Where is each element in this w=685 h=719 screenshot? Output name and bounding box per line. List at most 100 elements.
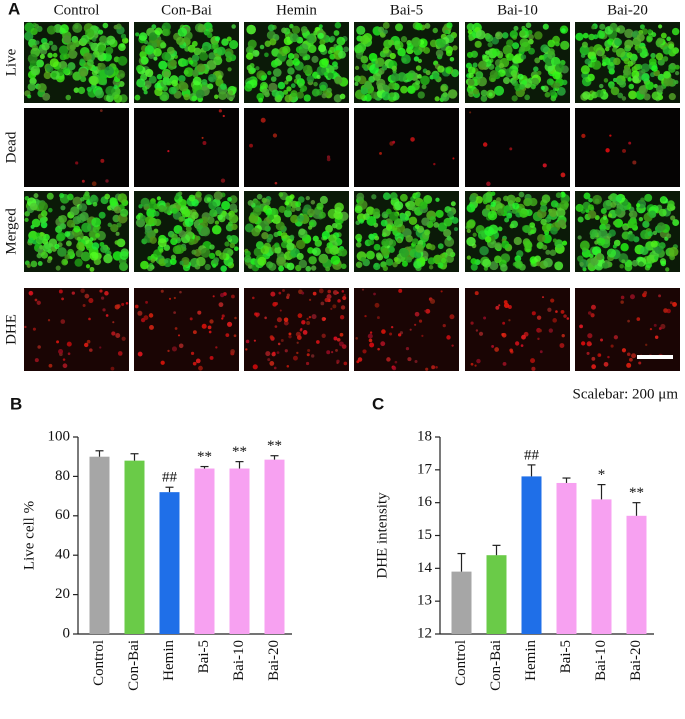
cell [466, 228, 471, 233]
cell [154, 87, 163, 97]
cell [478, 331, 484, 336]
cell [517, 73, 524, 80]
y-axis-title: DHE intensity [374, 492, 390, 579]
cell [251, 227, 261, 237]
cell [105, 179, 109, 183]
cell [374, 302, 380, 308]
cell [407, 357, 412, 362]
cell [466, 23, 475, 31]
cell [330, 255, 341, 265]
cell [64, 231, 71, 237]
cell [492, 48, 500, 57]
cell [506, 194, 516, 204]
cell [530, 83, 536, 90]
cell [663, 70, 671, 79]
cell [393, 257, 399, 262]
cell [117, 193, 128, 203]
cell [529, 222, 536, 228]
cell [540, 204, 548, 212]
cell [380, 341, 386, 347]
cell [414, 311, 420, 317]
cell [488, 92, 493, 97]
cell [75, 161, 79, 165]
cell [641, 73, 650, 82]
cell [485, 204, 492, 211]
cell [496, 208, 505, 216]
cell [667, 200, 675, 208]
cell [103, 253, 113, 264]
cell [100, 158, 105, 163]
cell [513, 236, 522, 246]
cell [609, 22, 618, 31]
cell [354, 205, 363, 214]
cell [278, 291, 282, 295]
cell [650, 52, 656, 59]
cell [668, 246, 679, 257]
cell [244, 83, 253, 92]
micrograph [465, 191, 570, 272]
cell [421, 84, 427, 90]
cell [429, 244, 436, 251]
cell [137, 310, 143, 316]
cell [201, 323, 207, 329]
cell [121, 37, 129, 44]
cell [482, 54, 490, 63]
cell [601, 54, 607, 60]
cell [43, 71, 52, 80]
cell [268, 214, 275, 221]
cell [290, 83, 296, 89]
cell [376, 316, 380, 320]
cell [434, 96, 440, 102]
cell [36, 300, 41, 305]
cell [89, 195, 99, 205]
cell [631, 75, 640, 84]
cell [144, 68, 154, 78]
cell [587, 204, 594, 211]
cell [32, 239, 37, 245]
cell [332, 304, 337, 309]
cell [145, 300, 148, 304]
cell [340, 305, 346, 310]
cell [451, 344, 454, 347]
cell [452, 45, 458, 51]
cell [134, 304, 139, 309]
cell [288, 334, 292, 339]
cell [626, 362, 632, 368]
micrograph [354, 288, 459, 371]
cell [276, 53, 283, 59]
cell [99, 109, 103, 112]
cell [542, 23, 549, 30]
cell [188, 60, 194, 65]
micrograph [24, 191, 129, 272]
cell [596, 253, 604, 261]
cell [425, 308, 431, 314]
cell [224, 241, 230, 247]
cell [421, 217, 430, 226]
cell [628, 141, 632, 145]
cell [35, 40, 40, 45]
cell [227, 221, 233, 227]
cell [381, 91, 391, 101]
cell [503, 300, 508, 304]
cell [668, 43, 675, 50]
cell [468, 72, 474, 79]
cell [528, 34, 534, 40]
cell [404, 216, 410, 221]
cell [547, 307, 552, 312]
cell [446, 22, 453, 29]
cell [674, 64, 680, 70]
cell [549, 249, 557, 256]
cell [208, 201, 217, 210]
cell [368, 52, 378, 62]
cell [150, 258, 156, 263]
cell [163, 259, 169, 264]
cell [577, 216, 584, 223]
cell [71, 291, 75, 295]
cell [179, 260, 184, 265]
cell [397, 238, 402, 243]
micrograph [354, 108, 459, 187]
cell [524, 197, 533, 206]
cell [36, 253, 42, 259]
cell [612, 244, 617, 249]
cell [115, 231, 120, 236]
